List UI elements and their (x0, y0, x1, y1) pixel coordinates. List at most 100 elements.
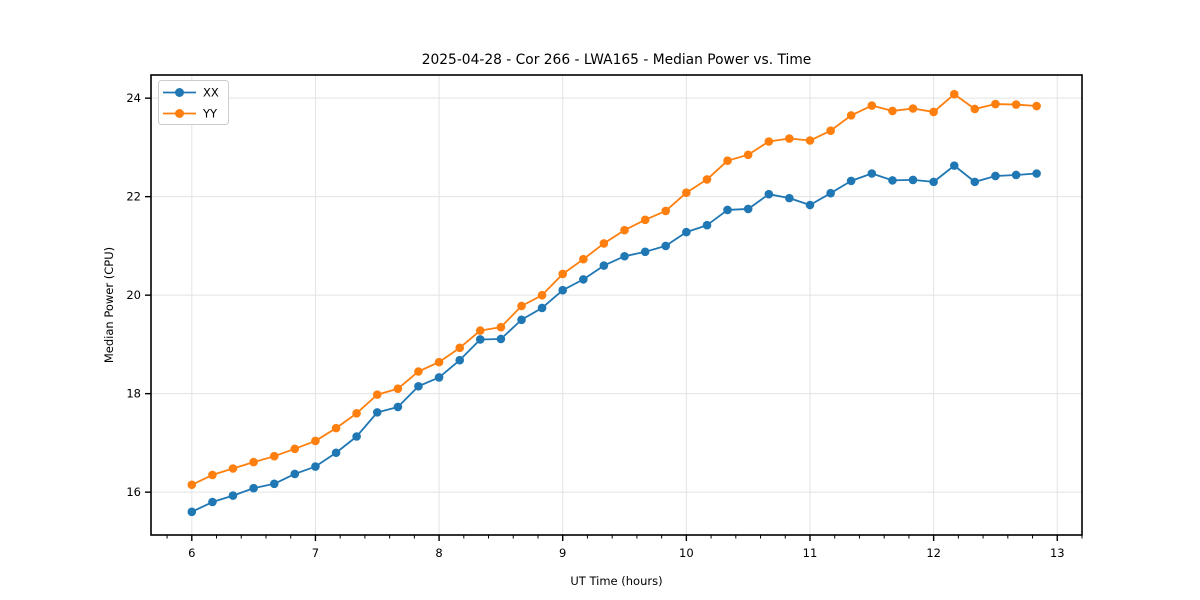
data-point-marker (867, 169, 877, 178)
data-point-marker (475, 326, 485, 335)
y-tick-label: 20 (126, 288, 141, 302)
data-point-marker (311, 436, 320, 446)
data-point-marker (723, 156, 732, 165)
y-tick-label: 16 (126, 485, 141, 499)
data-point-marker (682, 227, 691, 237)
x-tick-label: 12 (926, 546, 941, 560)
data-point-marker (949, 161, 959, 170)
data-point-marker (187, 480, 197, 490)
data-point-marker (620, 251, 629, 261)
data-point-marker (558, 269, 568, 279)
x-tick-label: 10 (679, 546, 694, 560)
data-point-marker (455, 343, 465, 353)
series-line (191, 164, 1037, 513)
data-point-marker (723, 205, 732, 215)
data-point-marker (228, 464, 238, 473)
data-point-marker (269, 479, 279, 489)
data-point-marker (249, 483, 258, 493)
gridlines (151, 75, 1082, 535)
data-point-marker (1011, 100, 1021, 109)
data-point-marker (682, 188, 691, 198)
data-point-marker (579, 275, 588, 284)
data-point-marker (805, 200, 815, 210)
data-point-marker (496, 334, 506, 344)
data-point-marker (208, 470, 217, 480)
data-point-marker (661, 206, 671, 216)
data-point-marker (269, 451, 279, 461)
data-point-marker (372, 408, 382, 417)
legend-label-yy: YY (202, 107, 218, 121)
legend-sample-marker-xx (175, 88, 184, 97)
series-line (191, 93, 1037, 486)
data-point-marker (743, 150, 753, 160)
data-point-marker (846, 111, 856, 120)
y-tick-label: 22 (126, 190, 141, 204)
data-point-marker (228, 491, 238, 500)
data-point-marker (414, 381, 423, 391)
data-point-marker (517, 315, 526, 325)
data-point-marker (702, 220, 712, 230)
data-point-marker (1032, 169, 1041, 178)
data-point-marker (579, 254, 588, 264)
data-point-marker (908, 104, 918, 113)
data-point-marker (352, 409, 361, 418)
data-point-marker (1032, 101, 1041, 111)
data-point-marker (991, 171, 1000, 181)
data-point-marker (888, 176, 897, 185)
data-point-marker (393, 402, 403, 412)
x-axis-label: UT Time (hours) (570, 574, 662, 588)
data-point-marker (434, 357, 444, 367)
data-point-marker (949, 89, 959, 99)
legend-sample-marker-yy (175, 109, 184, 118)
data-point-marker (908, 175, 918, 185)
data-point-marker (888, 106, 897, 116)
data-point-marker (929, 107, 938, 117)
x-tick-label: 9 (559, 546, 566, 560)
data-point-marker (249, 457, 258, 467)
data-point-marker (537, 303, 547, 313)
y-tick-label: 18 (126, 387, 141, 401)
data-point-marker (455, 355, 465, 365)
data-point-marker (599, 239, 609, 248)
data-point-marker (1011, 170, 1021, 180)
data-point-marker (331, 448, 341, 458)
data-point-marker (970, 104, 980, 114)
data-point-marker (826, 126, 835, 135)
data-point-marker (970, 177, 980, 187)
data-point-marker (599, 261, 609, 270)
data-point-marker (311, 462, 320, 471)
data-point-marker (558, 285, 568, 295)
x-tick-label: 7 (312, 546, 319, 560)
data-point-marker (620, 225, 629, 235)
data-point-marker (743, 204, 753, 214)
legend-label-xx: XX (203, 86, 219, 100)
data-point-marker (785, 193, 794, 203)
y-tick-label: 24 (126, 91, 141, 105)
x-tick-label: 8 (435, 546, 442, 560)
data-point-marker (393, 384, 403, 394)
data-point-marker (517, 301, 526, 311)
axes (145, 74, 1083, 541)
data-point-marker (640, 247, 650, 257)
data-point-marker (187, 507, 197, 517)
data-point-marker (764, 137, 774, 146)
x-tick-label: 13 (1050, 546, 1065, 560)
data-point-marker (764, 189, 774, 199)
plot-border (150, 74, 1083, 536)
data-point-marker (846, 176, 856, 186)
data-point-marker (785, 134, 794, 143)
x-tick-label: 6 (188, 546, 195, 560)
data-point-marker (991, 99, 1000, 109)
data-point-marker (661, 241, 671, 251)
chart-title: 2025-04-28 - Cor 266 - LWA165 - Median P… (422, 52, 812, 68)
data-point-marker (496, 322, 506, 332)
tick-labels: 6 7 8 9 10 11 12 13 16 18 20 22 24 (126, 91, 1064, 560)
data-point-marker (867, 101, 877, 110)
x-tick-label: 11 (803, 546, 818, 560)
data-point-marker (826, 188, 835, 198)
data-point-marker (537, 290, 547, 300)
data-point-marker (372, 390, 382, 399)
data-point-marker (434, 373, 444, 382)
